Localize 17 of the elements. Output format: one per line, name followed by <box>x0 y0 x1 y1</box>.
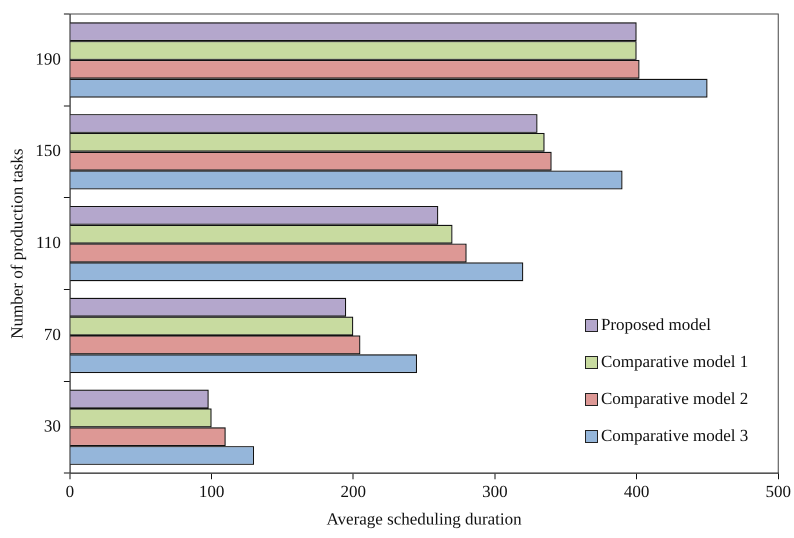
legend-label: Comparative model 2 <box>600 389 748 410</box>
x-tick-label: 400 <box>624 482 650 501</box>
x-tick-label: 200 <box>340 482 366 501</box>
x-axis-title: Average scheduling duration <box>326 509 522 528</box>
x-tick-label: 300 <box>482 482 508 501</box>
y-tick-label: 70 <box>44 324 61 344</box>
y-axis-title: Number of production tasks <box>8 148 27 339</box>
y-tick-label: 150 <box>35 141 61 160</box>
y-tick-label: 30 <box>44 416 61 436</box>
legend-label: Comparative model 1 <box>600 352 748 372</box>
x-tick-label: 500 <box>766 482 791 501</box>
legend-label: Comparative model 3 <box>600 426 748 446</box>
legend-label: Proposed model <box>600 315 711 336</box>
x-tick-label: 100 <box>198 482 224 501</box>
x-tick-label: 0 <box>66 482 74 501</box>
y-tick-label: 190 <box>35 49 61 68</box>
y-tick-label: 110 <box>36 233 61 252</box>
